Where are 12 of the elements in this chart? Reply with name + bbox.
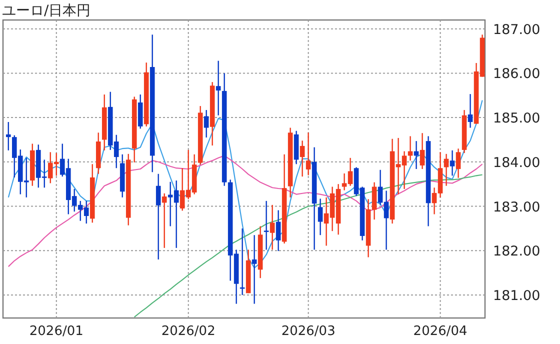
y-tick-label: 183.00 <box>493 199 540 216</box>
x-tick-label: 2026/04 <box>413 324 468 339</box>
y-tick-label: 182.00 <box>493 244 540 260</box>
y-tick-label: 181.00 <box>493 288 540 304</box>
y-tick-label: 187.00 <box>493 22 540 38</box>
chart-title: ユーロ/日本円 <box>2 3 91 19</box>
x-tick-label: 2026/02 <box>161 324 216 339</box>
x-tick-label: 2026/03 <box>281 324 336 339</box>
y-tick-label: 185.00 <box>493 110 540 127</box>
y-tick-label: 186.00 <box>493 66 540 82</box>
x-tick-label: 2026/01 <box>29 324 84 339</box>
y-tick-label: 184.00 <box>493 154 540 171</box>
